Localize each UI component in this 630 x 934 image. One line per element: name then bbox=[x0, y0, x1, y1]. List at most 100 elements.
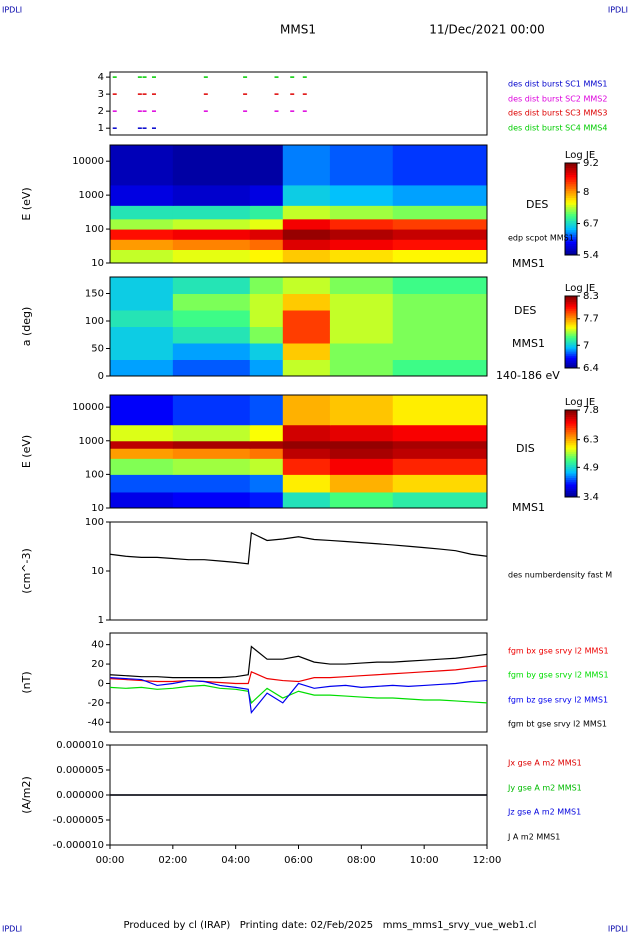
colorbar-swatch bbox=[565, 179, 577, 182]
y-axis-label: (A/m2) bbox=[20, 776, 33, 814]
heatmap-cell bbox=[282, 293, 331, 311]
colorbar-swatch bbox=[565, 234, 577, 238]
colorbar-swatch bbox=[565, 213, 577, 217]
colorbar-swatch bbox=[565, 333, 577, 337]
colorbar-swatch bbox=[565, 479, 577, 483]
heatmap-cell bbox=[329, 184, 394, 206]
colorbar-swatch bbox=[565, 462, 577, 465]
colorbar-tick-label: 4.9 bbox=[583, 462, 599, 473]
heatmap-cell bbox=[282, 440, 331, 449]
heatmap-cell bbox=[172, 277, 251, 294]
heatmap-cell bbox=[249, 448, 284, 459]
colorbar-swatch bbox=[565, 241, 577, 244]
colorbar-swatch bbox=[565, 250, 577, 254]
heatmap-cell bbox=[110, 440, 174, 449]
colorbar-swatch bbox=[565, 328, 577, 331]
colorbar-swatch bbox=[565, 464, 577, 468]
heatmap-cell bbox=[392, 326, 488, 344]
y-tick-label: -20 bbox=[88, 698, 104, 709]
heatmap-cell bbox=[329, 424, 394, 442]
x-tick-label: 00:00 bbox=[96, 855, 125, 866]
heatmap-cell bbox=[172, 474, 251, 493]
y-tick-label: 2 bbox=[98, 106, 104, 117]
y-tick-label: 40 bbox=[91, 640, 104, 651]
plot-frame bbox=[109, 144, 488, 264]
colorbar-swatch bbox=[565, 364, 577, 367]
colorbar-swatch bbox=[565, 236, 577, 240]
colorbar-swatch bbox=[565, 296, 577, 299]
heatmap-cell bbox=[172, 184, 251, 206]
heatmap-cell bbox=[172, 359, 251, 377]
colorbar-tick-label: 9.2 bbox=[583, 158, 599, 169]
annotation: edp scpot MMS1 bbox=[508, 234, 574, 243]
colorbar-swatch bbox=[565, 306, 577, 310]
colorbar-swatch bbox=[565, 321, 577, 324]
heatmap-cell bbox=[392, 491, 488, 509]
colorbar-frame bbox=[564, 409, 578, 498]
heatmap-cell bbox=[392, 205, 488, 220]
heatmap-cell bbox=[392, 448, 488, 459]
legend-label: des dist burst SC2 MMS2 bbox=[508, 95, 607, 104]
heatmap-cell bbox=[392, 440, 488, 449]
heatmap-cell bbox=[329, 218, 394, 230]
y-tick-label: 10 bbox=[91, 566, 104, 577]
colorbar-swatch bbox=[565, 470, 577, 474]
heatmap-cell bbox=[392, 424, 488, 442]
colorbar-swatch bbox=[565, 211, 577, 215]
heatmap-cell bbox=[110, 458, 174, 475]
colorbar-tick-label: 5.4 bbox=[583, 250, 599, 261]
colorbar-swatch bbox=[565, 308, 577, 311]
heatmap-cell bbox=[282, 474, 331, 493]
colorbar-swatch bbox=[565, 457, 577, 461]
heatmap-cell bbox=[110, 218, 174, 230]
colorbar-swatch bbox=[565, 220, 577, 224]
colorbar-swatch bbox=[565, 190, 577, 194]
heatmap-cell bbox=[329, 205, 394, 220]
colorbar-swatch bbox=[565, 414, 577, 418]
colorbar-tick-label: 6.7 bbox=[583, 219, 599, 230]
colorbar-swatch bbox=[565, 183, 577, 187]
legend-label: fgm bz gse srvy l2 MMS1 bbox=[508, 696, 608, 705]
annotation: MMS1 bbox=[512, 501, 545, 514]
colorbar-swatch bbox=[565, 167, 577, 171]
heatmap-cell bbox=[392, 458, 488, 475]
heatmap-cell bbox=[282, 249, 331, 264]
colorbar-swatch bbox=[565, 317, 577, 320]
colorbar-swatch bbox=[565, 423, 577, 426]
colorbar-swatch bbox=[565, 449, 577, 452]
plot-frame bbox=[109, 276, 488, 377]
heatmap-cell bbox=[110, 249, 174, 264]
colorbar-swatch bbox=[565, 323, 577, 326]
colorbar-swatch bbox=[565, 181, 577, 185]
y-tick-label: 0.000010 bbox=[56, 740, 104, 751]
colorbar-swatch bbox=[565, 202, 577, 205]
colorbar-swatch bbox=[565, 466, 577, 470]
corner-mark: IPDLI bbox=[608, 925, 628, 934]
x-tick-label: 02:00 bbox=[158, 855, 187, 866]
colorbar-swatch bbox=[565, 460, 577, 463]
heatmap-cell bbox=[110, 184, 174, 206]
heatmap-cell bbox=[110, 293, 174, 311]
colorbar-swatch bbox=[565, 339, 577, 342]
legend-label: fgm by gse srvy l2 MMS1 bbox=[508, 671, 609, 680]
colorbar-swatch bbox=[565, 468, 577, 472]
heatmap-cell bbox=[329, 310, 394, 327]
plot-frame bbox=[109, 71, 488, 136]
heatmap-cell bbox=[172, 310, 251, 327]
heatmap-cell bbox=[282, 448, 331, 459]
y-tick-label: 1000 bbox=[79, 190, 104, 201]
heatmap-cell bbox=[329, 458, 394, 475]
colorbar-swatch bbox=[565, 174, 577, 178]
y-tick-label: -0.000005 bbox=[53, 815, 104, 826]
colorbar-swatch bbox=[565, 215, 577, 219]
colorbar-swatch bbox=[565, 165, 577, 169]
heatmap-cell bbox=[249, 310, 284, 327]
y-tick-label: -40 bbox=[88, 717, 104, 728]
colorbar-swatch bbox=[565, 252, 577, 256]
heatmap-cell bbox=[249, 145, 284, 186]
legend-label: des numberdensity fast M bbox=[508, 571, 612, 580]
y-tick-label: 150 bbox=[85, 289, 104, 300]
heatmap-cell bbox=[172, 326, 251, 344]
colorbar-swatch bbox=[565, 199, 577, 203]
colorbar-swatch bbox=[565, 351, 577, 355]
